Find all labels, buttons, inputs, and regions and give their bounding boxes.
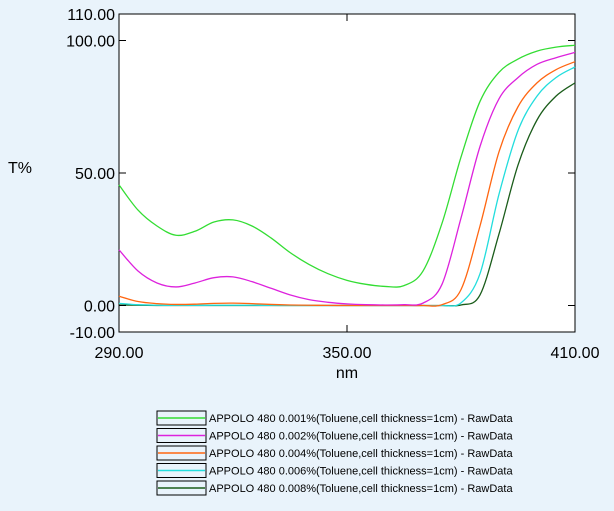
legend-swatch-box [156,428,207,443]
legend-swatch-box [156,480,207,496]
legend-entry-label: APPOLO 480 0.004%(Toluene,cell thickness… [209,448,513,460]
series-line-1 [118,44,576,288]
x-axis: 290.00 350.00 410.00 [95,14,600,362]
legend-entry-label: APPOLO 480 0.002%(Toluene,cell thickness… [209,431,513,443]
legend-entry-label: APPOLO 480 0.001%(Toluene,cell thickness… [209,413,513,425]
y-tick-label: 110.00 [67,7,115,24]
legend-swatch-box [156,445,207,461]
y-axis: 110.00 100.00 50.00 0.00 -10.00 [66,7,575,342]
series-line-2 [118,51,576,306]
x-tick-label: 410.00 [551,345,600,362]
y-axis-label: T% [8,160,32,177]
y-tick-label: 50.00 [75,166,115,183]
plot-area [118,13,576,333]
series-line-3 [118,61,576,307]
x-tick-label: 290.00 [95,345,144,362]
legend-swatch-box [156,410,207,426]
y-tick-label: -10.00 [70,325,115,342]
y-tick-label: 0.00 [84,299,115,316]
legend: APPOLO 480 0.001%(Toluene,cell thickness… [156,410,513,496]
legend-entry-label: APPOLO 480 0.008%(Toluene,cell thickness… [209,483,513,495]
series-lines [118,44,576,307]
y-tick-label: 100.00 [66,34,115,51]
legend-entry-label: APPOLO 480 0.006%(Toluene,cell thickness… [209,466,513,478]
x-tick-label: 350.00 [323,345,372,362]
legend-swatch-box [156,463,207,478]
x-axis-label: nm [336,365,358,382]
